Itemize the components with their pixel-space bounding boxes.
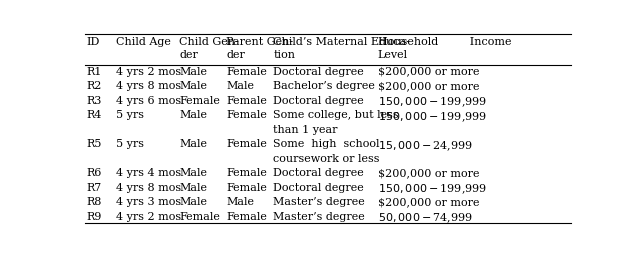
Text: R6: R6 bbox=[86, 168, 101, 178]
Text: 4 yrs 8 mos: 4 yrs 8 mos bbox=[116, 182, 181, 192]
Text: Female: Female bbox=[179, 211, 220, 221]
Text: 4 yrs 3 mos: 4 yrs 3 mos bbox=[116, 197, 181, 207]
Text: $200,000 or more: $200,000 or more bbox=[378, 66, 479, 76]
Text: $200,000 or more: $200,000 or more bbox=[378, 197, 479, 207]
Text: R1: R1 bbox=[86, 66, 101, 76]
Text: $150,000-$199,999: $150,000-$199,999 bbox=[378, 95, 487, 109]
Text: Female: Female bbox=[227, 139, 267, 149]
Text: R2: R2 bbox=[86, 81, 101, 91]
Text: Parent Gen-
der: Parent Gen- der bbox=[227, 37, 294, 60]
Text: $150,000-$199,999: $150,000-$199,999 bbox=[378, 110, 487, 123]
Text: 4 yrs 6 mos: 4 yrs 6 mos bbox=[116, 95, 181, 105]
Text: Male: Male bbox=[179, 197, 207, 207]
Text: ID: ID bbox=[86, 37, 99, 47]
Text: Master’s degree: Master’s degree bbox=[273, 211, 365, 221]
Text: than 1 year: than 1 year bbox=[273, 124, 338, 134]
Text: Male: Male bbox=[179, 66, 207, 76]
Text: Doctoral degree: Doctoral degree bbox=[273, 168, 364, 178]
Text: Doctoral degree: Doctoral degree bbox=[273, 66, 364, 76]
Text: Bachelor’s degree: Bachelor’s degree bbox=[273, 81, 375, 91]
Text: R8: R8 bbox=[86, 197, 101, 207]
Text: 5 yrs: 5 yrs bbox=[116, 110, 144, 120]
Text: 4 yrs 8 mos: 4 yrs 8 mos bbox=[116, 81, 181, 91]
Text: Male: Male bbox=[179, 110, 207, 120]
Text: $50,000-$74,999: $50,000-$74,999 bbox=[378, 211, 472, 225]
Text: Male: Male bbox=[179, 182, 207, 192]
Text: Male: Male bbox=[179, 81, 207, 91]
Text: R3: R3 bbox=[86, 95, 101, 105]
Text: Female: Female bbox=[227, 66, 267, 76]
Text: R4: R4 bbox=[86, 110, 101, 120]
Text: 4 yrs 4 mos: 4 yrs 4 mos bbox=[116, 168, 181, 178]
Text: $15,000-$24,999: $15,000-$24,999 bbox=[378, 139, 472, 152]
Text: Female: Female bbox=[227, 110, 267, 120]
Text: Male: Male bbox=[179, 139, 207, 149]
Text: Household         Income
Level: Household Income Level bbox=[378, 37, 511, 60]
Text: R9: R9 bbox=[86, 211, 101, 221]
Text: R5: R5 bbox=[86, 139, 101, 149]
Text: Female: Female bbox=[227, 95, 267, 105]
Text: Doctoral degree: Doctoral degree bbox=[273, 182, 364, 192]
Text: $200,000 or more: $200,000 or more bbox=[378, 168, 479, 178]
Text: Some  high  school: Some high school bbox=[273, 139, 380, 149]
Text: 5 yrs: 5 yrs bbox=[116, 139, 144, 149]
Text: Male: Male bbox=[227, 197, 254, 207]
Text: coursework or less: coursework or less bbox=[273, 153, 380, 163]
Text: Male: Male bbox=[227, 81, 254, 91]
Text: 4 yrs 2 mos: 4 yrs 2 mos bbox=[116, 211, 181, 221]
Text: R7: R7 bbox=[86, 182, 101, 192]
Text: Child’s Maternal Educa-
tion: Child’s Maternal Educa- tion bbox=[273, 37, 410, 60]
Text: $200,000 or more: $200,000 or more bbox=[378, 81, 479, 91]
Text: Female: Female bbox=[227, 182, 267, 192]
Text: Doctoral degree: Doctoral degree bbox=[273, 95, 364, 105]
Text: Child Gen-
der: Child Gen- der bbox=[179, 37, 239, 60]
Text: $150,000-$199,999: $150,000-$199,999 bbox=[378, 182, 487, 196]
Text: Child Age: Child Age bbox=[116, 37, 171, 47]
Text: Female: Female bbox=[227, 168, 267, 178]
Text: Female: Female bbox=[227, 211, 267, 221]
Text: Master’s degree: Master’s degree bbox=[273, 197, 365, 207]
Text: Some college, but less: Some college, but less bbox=[273, 110, 399, 120]
Text: 4 yrs 2 mos: 4 yrs 2 mos bbox=[116, 66, 181, 76]
Text: Female: Female bbox=[179, 95, 220, 105]
Text: Male: Male bbox=[179, 168, 207, 178]
